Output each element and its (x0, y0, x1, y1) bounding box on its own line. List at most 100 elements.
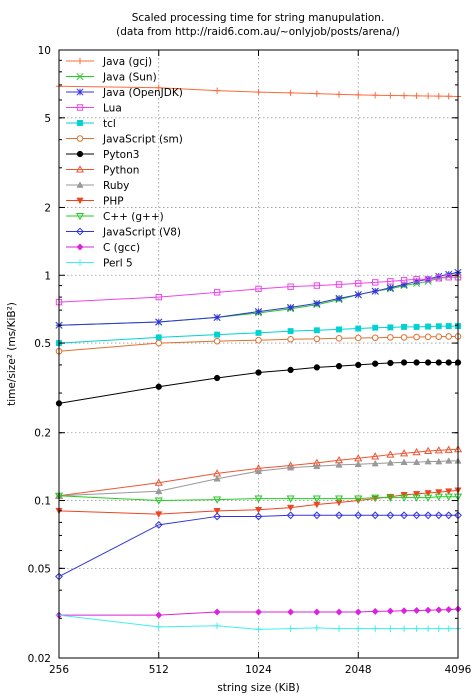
y-tick-label: 0.05 (28, 563, 51, 575)
series-line (58, 85, 459, 97)
legend-label: Ruby (103, 180, 129, 192)
legend-item: PHP (66, 196, 124, 208)
data-point (387, 334, 394, 341)
data-point (213, 608, 221, 616)
data-point (286, 463, 295, 471)
data-point (386, 511, 395, 520)
data-point (435, 359, 442, 366)
legend-marker (76, 57, 84, 65)
data-point (336, 326, 342, 333)
data-point (213, 289, 221, 296)
y-tick-label: 2 (44, 202, 51, 214)
series-line (58, 271, 459, 326)
legend-marker (76, 104, 84, 111)
data-point (312, 495, 321, 503)
data-point (400, 458, 408, 465)
data-point (386, 284, 394, 292)
data-point (354, 334, 362, 342)
data-point (372, 360, 379, 367)
data-point (386, 607, 394, 615)
data-point (335, 281, 343, 288)
data-point (214, 331, 221, 338)
legend-marker (76, 197, 84, 205)
x-axis-label: string size (KiB) (217, 682, 299, 694)
data-point (213, 622, 221, 629)
data-point (413, 606, 421, 615)
data-point (400, 92, 408, 99)
legend-marker (76, 227, 84, 236)
data-point (255, 336, 262, 344)
data-point (400, 625, 408, 632)
data-point (371, 334, 379, 342)
data-point (386, 459, 394, 466)
data-point (334, 495, 344, 503)
data-point (424, 494, 433, 502)
data-point (435, 625, 442, 632)
data-point (412, 491, 421, 498)
data-point (354, 511, 363, 520)
data-point (386, 494, 395, 502)
data-point (400, 280, 408, 289)
data-point (286, 511, 295, 520)
data-point (400, 607, 408, 615)
data-point (335, 294, 343, 302)
data-point (445, 93, 452, 100)
data-point (386, 450, 395, 458)
data-point (413, 333, 420, 341)
y-tick-label: 0.02 (28, 653, 51, 665)
data-point (445, 625, 452, 632)
data-point (155, 334, 162, 341)
data-point (445, 457, 453, 464)
data-point (213, 496, 222, 504)
data-point (424, 359, 432, 366)
data-point (387, 92, 394, 99)
data-point (254, 308, 263, 316)
data-point (413, 625, 420, 632)
legend-item: JavaScript (sm) (66, 134, 183, 146)
data-point (424, 92, 432, 100)
data-point (400, 494, 409, 502)
chart-title: Scaled processing time for string manupu… (132, 12, 385, 24)
data-point (445, 333, 453, 340)
series-line (58, 448, 459, 497)
data-point (424, 606, 432, 614)
data-point (355, 91, 362, 99)
data-point (435, 272, 443, 280)
data-point (254, 467, 263, 474)
data-point (335, 362, 343, 370)
x-tick-label: 2048 (345, 664, 372, 676)
series-pyton3 (55, 359, 462, 407)
data-point (412, 511, 421, 520)
series-line (58, 460, 458, 497)
data-point (412, 494, 421, 502)
data-point (435, 489, 443, 496)
data-point (286, 495, 295, 503)
data-point (413, 323, 420, 330)
legend-label: Python (103, 165, 139, 177)
y-tick-label: 0.2 (34, 428, 51, 440)
data-point (155, 318, 163, 326)
data-point (355, 280, 362, 287)
data-point (413, 277, 421, 285)
series-line (58, 276, 458, 303)
legend-marker (77, 120, 83, 126)
data-point (372, 625, 379, 632)
legend-marker (76, 150, 84, 158)
legend-item: Java (OpenJDK) (66, 87, 183, 99)
data-point (155, 293, 162, 301)
data-point (371, 494, 380, 502)
legend-label: JavaScript (V8) (102, 227, 181, 239)
series-line (58, 495, 458, 502)
series-line (58, 325, 458, 344)
series-group (54, 83, 463, 633)
data-point (400, 449, 409, 457)
legend-label: tcl (103, 118, 116, 130)
data-point (372, 279, 379, 286)
data-point (255, 285, 262, 293)
legend-marker (75, 212, 85, 221)
data-point (435, 323, 442, 330)
data-point (371, 511, 380, 520)
data-point (400, 277, 408, 284)
legend-label: Java (Sun) (102, 72, 157, 84)
data-point (213, 474, 221, 482)
